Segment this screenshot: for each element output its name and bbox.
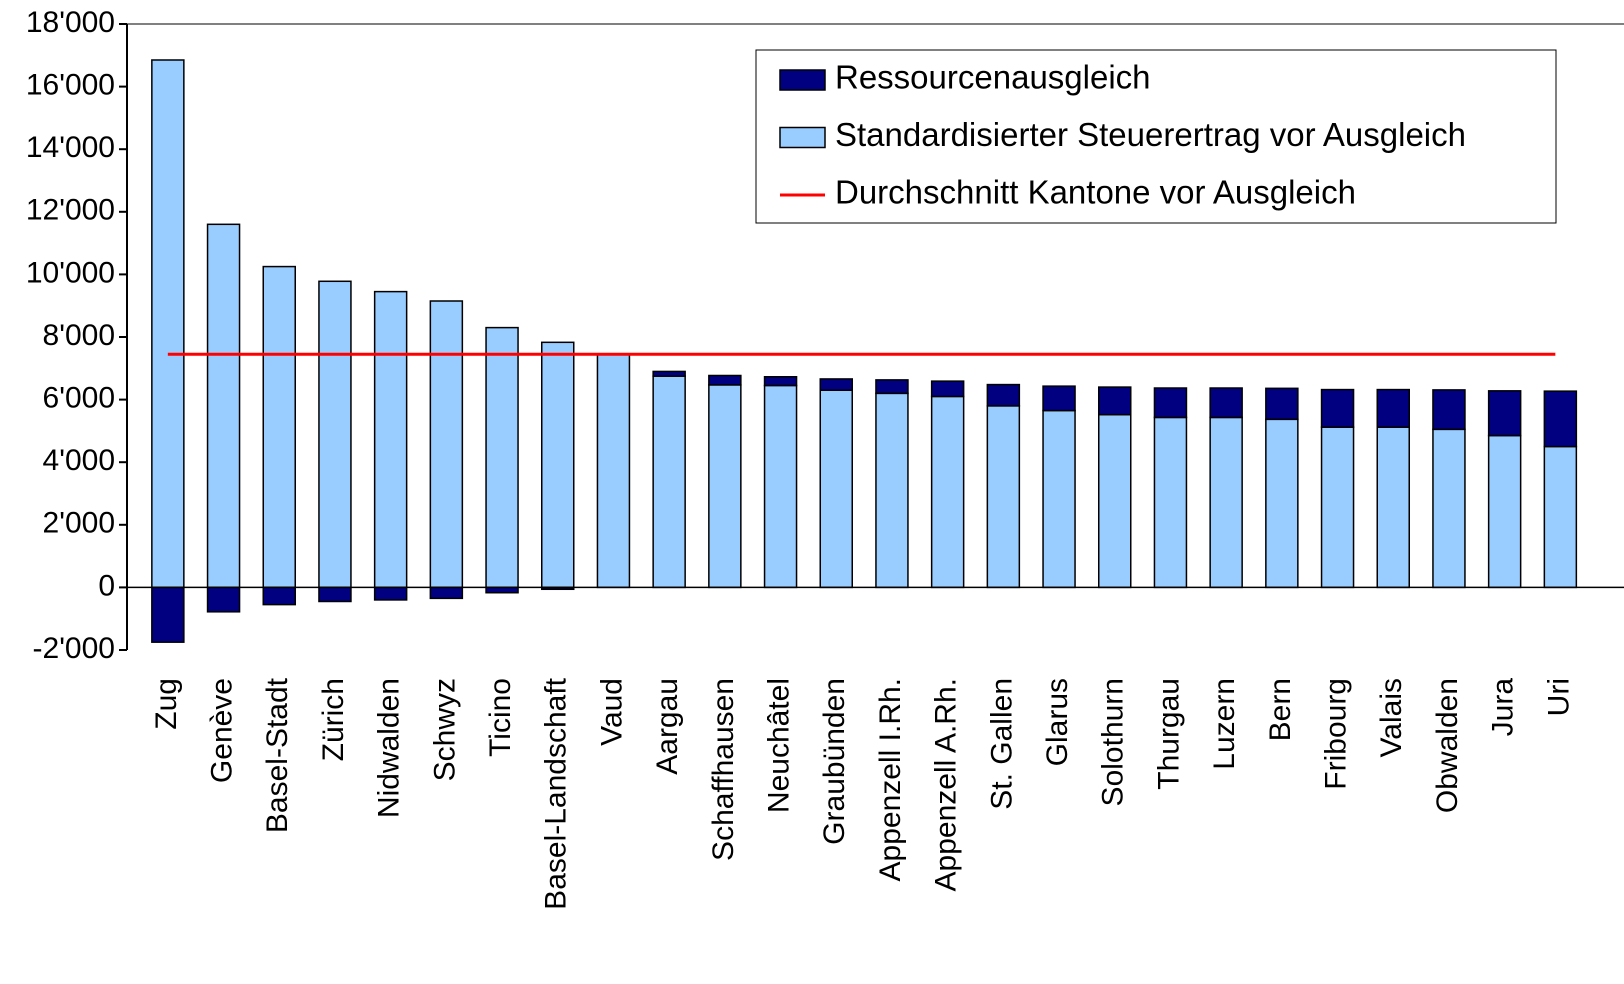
bar-segment — [930, 380, 965, 398]
y-tick-label: -2'000 — [33, 632, 115, 665]
x-tick-label: Valais — [1375, 678, 1408, 757]
bar-segment — [1487, 434, 1522, 589]
x-tick-label: Jura — [1487, 678, 1520, 737]
x-tick-label: Luzern — [1208, 678, 1241, 770]
bar-segment — [652, 370, 686, 377]
x-tick-label: Zürich — [317, 678, 350, 761]
bar-segment — [763, 376, 798, 387]
bar-segment — [1376, 426, 1410, 589]
bar-segment — [708, 384, 742, 589]
legend-label: Standardisierter Steuerertrag vor Ausgle… — [835, 116, 1466, 153]
bar-segment — [485, 326, 519, 589]
bar-segment — [318, 586, 352, 603]
y-tick-label: 4'000 — [43, 444, 115, 477]
bar-segment — [485, 586, 519, 594]
y-tick-label: 14'000 — [26, 131, 115, 164]
bar-segment — [986, 383, 1021, 407]
x-tick-label: Obwalden — [1431, 678, 1464, 813]
bar-segment — [1376, 388, 1410, 428]
y-tick-label: 16'000 — [26, 69, 115, 102]
bar-segment — [1042, 385, 1076, 412]
bar-segment — [1487, 390, 1522, 437]
x-tick-label: Nidwalden — [373, 678, 406, 818]
bar-segment — [1432, 428, 1466, 589]
bar-segment — [318, 280, 352, 589]
y-tick-label: 8'000 — [43, 319, 115, 352]
x-tick-label: Neuchâtel — [762, 678, 795, 813]
bar-segment — [1209, 387, 1243, 419]
x-tick-label: Appenzell A.Rh. — [930, 678, 963, 891]
bar-segment — [151, 586, 185, 643]
bar-segment — [819, 378, 853, 391]
bar-segment — [1209, 416, 1243, 589]
x-tick-label: Schwyz — [428, 678, 461, 781]
legend-swatch — [779, 69, 826, 91]
legend-swatch — [779, 126, 826, 149]
y-tick-label: 0 — [98, 569, 115, 602]
x-tick-label: Zug — [150, 678, 183, 730]
bar-segment — [986, 405, 1021, 589]
x-tick-label: Ticino — [484, 678, 517, 757]
bar-segment — [596, 353, 631, 589]
bar-segment — [262, 265, 296, 589]
x-tick-label: Schaffhausen — [707, 678, 740, 861]
x-tick-label: St. Gallen — [985, 678, 1018, 810]
bar-segment — [1320, 426, 1355, 589]
x-tick-label: Graubünden — [818, 678, 851, 845]
bar-segment — [819, 389, 853, 589]
x-tick-label: Uri — [1542, 678, 1575, 716]
bar-segment — [1153, 387, 1188, 419]
bar-segment — [1543, 445, 1578, 589]
bar-segment — [151, 59, 185, 589]
bar-segment — [1265, 387, 1299, 421]
x-tick-label: Fribourg — [1319, 678, 1352, 790]
bar-segment — [1098, 386, 1132, 416]
x-tick-label: Thurgau — [1152, 678, 1185, 790]
x-tick-label: Appenzell I.Rh. — [874, 678, 907, 881]
x-tick-label: Glarus — [1041, 678, 1074, 766]
bar-segment — [1265, 418, 1299, 589]
bar-segment — [930, 395, 965, 589]
bar-segment — [875, 392, 909, 589]
bar-segment — [373, 586, 408, 601]
bar-segment — [875, 379, 909, 395]
bar-segment — [373, 290, 408, 589]
bar-segment — [262, 586, 296, 606]
bar-segment — [429, 300, 464, 589]
x-tick-label: Basel-Stadt — [261, 677, 294, 833]
x-tick-label: Genève — [205, 678, 238, 783]
x-tick-label: Aargau — [651, 678, 684, 775]
bar-segment — [206, 223, 241, 589]
y-tick-label: 6'000 — [43, 382, 115, 415]
x-tick-label: Basel-Landschaft — [540, 677, 573, 909]
bar-segment — [1042, 409, 1076, 589]
bar-segment — [1320, 388, 1355, 428]
x-tick-label: Vaud — [595, 678, 628, 746]
y-tick-label: 2'000 — [43, 507, 115, 540]
bar-segment — [1543, 390, 1578, 448]
bar-segment — [1432, 389, 1466, 431]
y-tick-label: 18'000 — [26, 6, 115, 39]
y-tick-label: 10'000 — [26, 256, 115, 289]
x-tick-label: Bern — [1264, 678, 1297, 741]
bar-segment — [1153, 416, 1188, 589]
bar-segment — [206, 586, 241, 613]
legend-label: Durchschnitt Kantone vor Ausgleich — [835, 174, 1356, 211]
bar-segment — [708, 374, 742, 386]
x-tick-label: Solothurn — [1097, 678, 1130, 806]
bar-segment — [429, 586, 464, 600]
bar-segment — [763, 384, 798, 589]
bar-segment — [1098, 413, 1132, 589]
bar-segment — [652, 375, 686, 589]
legend-label: Ressourcenausgleich — [835, 59, 1151, 96]
legend-box — [755, 49, 1557, 224]
y-tick-label: 12'000 — [26, 194, 115, 227]
bar-segment — [541, 341, 575, 589]
